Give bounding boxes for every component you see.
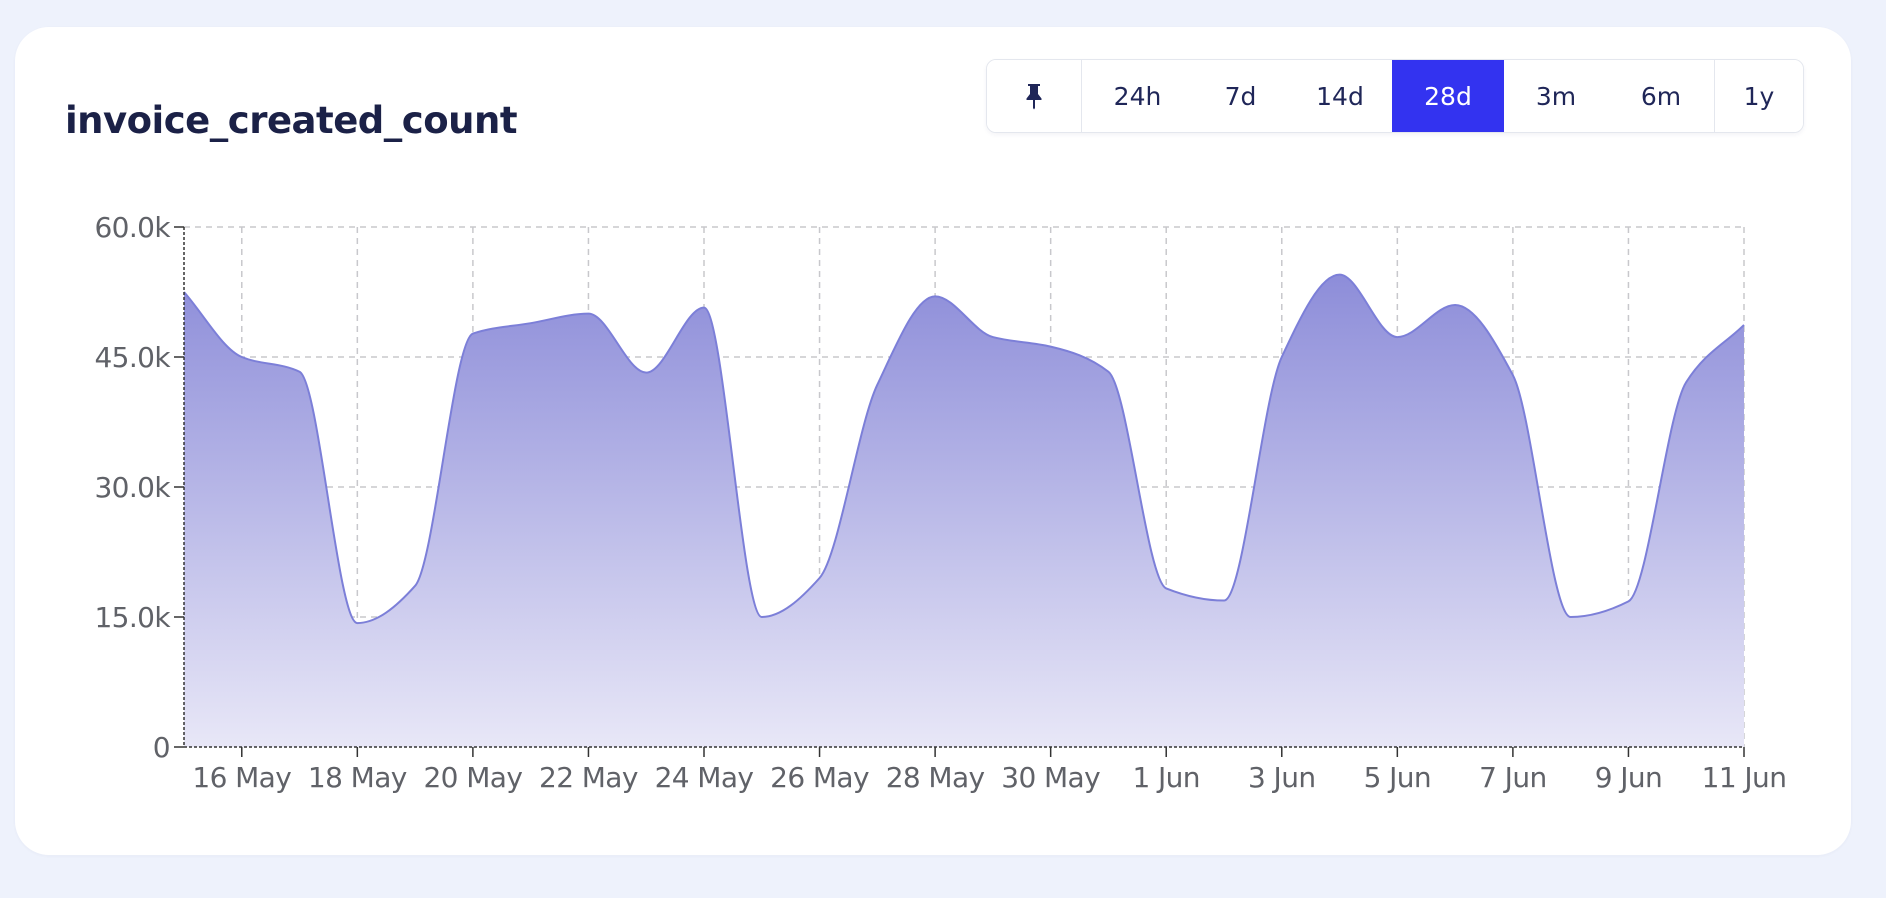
- y-tick-label: 0: [153, 731, 170, 764]
- x-tick-label: 28 May: [886, 761, 985, 794]
- x-tick-label: 30 May: [1001, 761, 1100, 794]
- series-area: [184, 274, 1744, 747]
- x-tick-label: 20 May: [423, 761, 522, 794]
- chart-title: invoice_created_count: [65, 99, 518, 142]
- series-invoice-created: [183, 273, 1745, 747]
- series-line: [183, 273, 1745, 625]
- x-tick-label: 3 Jun: [1248, 761, 1315, 794]
- x-tick-label: 24 May: [655, 761, 754, 794]
- range-6m-button[interactable]: 6m: [1608, 60, 1714, 132]
- axes: 0 15.0k 30.0k 45.0k 60.0k 16 May 18 May 20 May 2…: [94, 211, 1787, 794]
- range-3m-button[interactable]: 3m: [1504, 60, 1608, 132]
- range-28d-button[interactable]: 28d: [1392, 60, 1504, 132]
- x-tick-label: 5 Jun: [1364, 761, 1431, 794]
- y-tick-label: 45.0k: [94, 341, 171, 374]
- x-tick-label: 9 Jun: [1595, 761, 1662, 794]
- x-tick-label: 7 Jun: [1479, 761, 1546, 794]
- range-7d-button[interactable]: 7d: [1193, 60, 1288, 132]
- y-tick-label: 60.0k: [94, 211, 171, 244]
- range-24h-button[interactable]: 24h: [1082, 60, 1193, 132]
- x-tick-label: 11 Jun: [1702, 761, 1787, 794]
- range-1y-button[interactable]: 1y: [1714, 60, 1803, 132]
- pin-button[interactable]: [987, 60, 1082, 132]
- range-14d-button[interactable]: 14d: [1288, 60, 1392, 132]
- x-tick-label: 22 May: [539, 761, 638, 794]
- x-tick-label: 18 May: [308, 761, 407, 794]
- y-tick-label: 15.0k: [94, 601, 171, 634]
- y-tick-label: 30.0k: [94, 471, 171, 504]
- x-tick-label: 26 May: [770, 761, 869, 794]
- time-range-selector: 24h 7d 14d 28d 3m 6m 1y: [986, 59, 1804, 133]
- x-tick-label: 1 Jun: [1132, 761, 1199, 794]
- pin-icon: [1026, 84, 1042, 110]
- x-tick-label: 16 May: [192, 761, 291, 794]
